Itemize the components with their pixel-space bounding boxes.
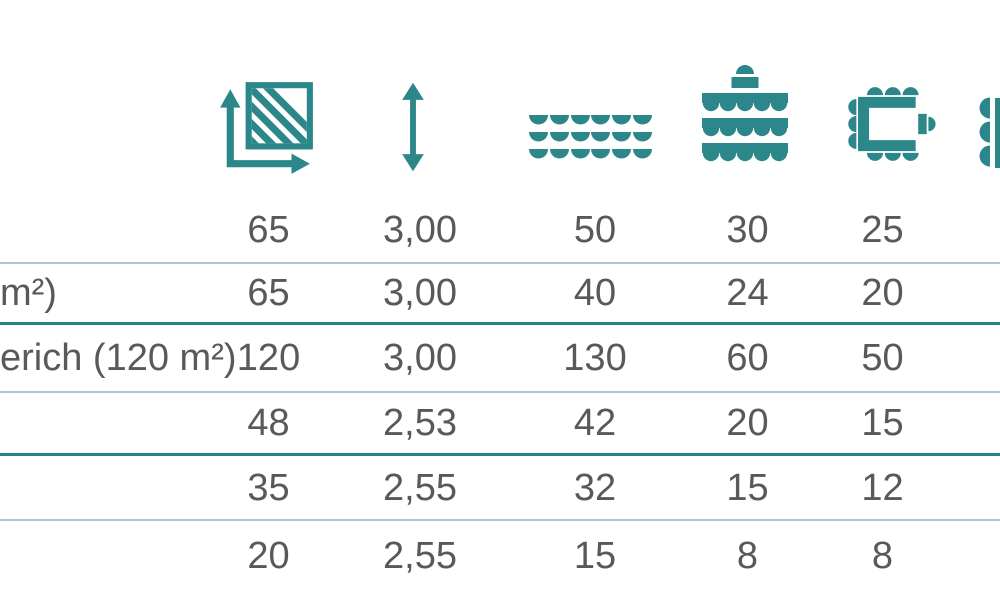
ushape-value: 50 [861,337,904,379]
area-value: 65 [247,272,290,314]
table-row: 65 3,00 50 30 25 [0,198,1000,262]
parliament-value: 8 [736,535,759,577]
ushape-value: 8 [871,535,894,577]
row-divider [0,391,1000,393]
table-row: erich (120 m²) 120 3,00 130 60 50 [0,325,1000,391]
height-value: 2,55 [383,466,457,509]
ceiling-height-icon [395,80,431,174]
area-icon [215,76,317,178]
table-row: 35 2,55 32 15 12 [0,456,1000,519]
parliament-value: 60 [726,337,769,379]
theater-value: 32 [573,466,617,509]
area-value: 20 [247,535,290,577]
table-row: 20 2,55 15 8 8 [0,521,1000,591]
parliament-value: 15 [726,466,769,509]
table-row: 48 2,53 42 20 15 [0,393,1000,453]
height-value: 3,00 [383,337,457,379]
ushape-value: 12 [861,466,904,509]
room-label: m²) [0,272,57,314]
parliament-value: 30 [726,209,769,251]
ushape-value: 20 [861,272,904,314]
theater-value: 130 [563,337,627,379]
height-value: 2,55 [383,535,457,577]
u-shape-seating-icon [836,84,936,164]
ushape-value: 25 [861,209,904,251]
banquet-seating-icon [974,96,1000,174]
theater-value: 42 [573,402,617,444]
area-value: 48 [247,402,290,444]
row-divider [0,322,1000,325]
parliament-seating-icon [702,60,788,164]
height-value: 3,00 [383,209,457,251]
row-divider [0,262,1000,264]
table-header [0,0,1000,198]
height-value: 2,53 [383,402,457,444]
table-row: m²) 65 3,00 40 24 20 [0,264,1000,322]
parliament-value: 24 [726,272,769,314]
area-value: 65 [247,209,290,251]
theater-value: 40 [573,272,617,314]
table-body: 65 3,00 50 30 25 m²) 65 3,00 40 24 20 er… [0,198,1000,591]
height-value: 3,00 [383,272,457,314]
theater-seating-icon [528,112,653,162]
area-value: 120 [236,337,301,379]
area-value: 35 [247,466,290,509]
row-divider [0,453,1000,456]
room-label: erich (120 m²) [0,337,237,379]
ushape-value: 15 [861,402,904,444]
parliament-value: 20 [726,402,769,444]
theater-value: 15 [573,535,617,577]
row-divider [0,519,1000,521]
theater-value: 50 [573,209,617,251]
